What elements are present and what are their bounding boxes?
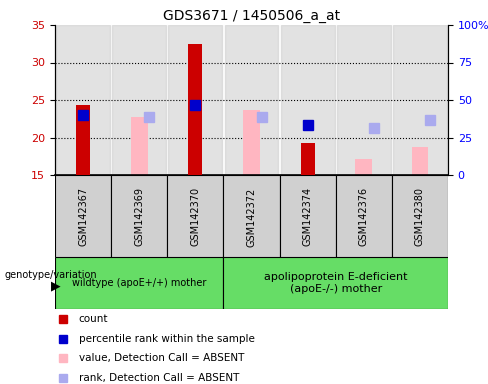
Bar	[224, 257, 448, 309]
Bar	[393, 25, 447, 175]
Bar	[56, 25, 110, 175]
Bar	[411, 147, 428, 175]
Text: GSM142369: GSM142369	[134, 187, 144, 246]
Text: genotype/variation: genotype/variation	[5, 270, 98, 280]
Bar	[281, 25, 335, 175]
Bar	[76, 105, 90, 175]
Text: rank, Detection Call = ABSENT: rank, Detection Call = ABSENT	[79, 373, 239, 383]
Bar	[131, 117, 148, 175]
Text: GSM142374: GSM142374	[303, 187, 313, 247]
Bar	[337, 25, 391, 175]
Text: GSM142376: GSM142376	[359, 187, 369, 247]
Bar	[280, 175, 336, 257]
Text: percentile rank within the sample: percentile rank within the sample	[79, 334, 254, 344]
Bar	[301, 143, 315, 175]
Bar	[224, 175, 280, 257]
Text: ▶: ▶	[51, 279, 61, 292]
Bar	[355, 159, 372, 175]
Bar	[243, 110, 260, 175]
Bar	[336, 175, 392, 257]
Bar	[392, 175, 448, 257]
Bar	[168, 25, 223, 175]
Title: GDS3671 / 1450506_a_at: GDS3671 / 1450506_a_at	[163, 8, 340, 23]
Text: count: count	[79, 314, 108, 324]
Text: apolipoprotein E-deficient
(apoE-/-) mother: apolipoprotein E-deficient (apoE-/-) mot…	[264, 272, 407, 294]
Text: value, Detection Call = ABSENT: value, Detection Call = ABSENT	[79, 353, 244, 363]
Bar	[188, 44, 203, 175]
Text: wildtype (apoE+/+) mother: wildtype (apoE+/+) mother	[72, 278, 206, 288]
Text: GSM142372: GSM142372	[246, 187, 257, 247]
Bar	[55, 257, 224, 309]
Bar	[224, 25, 279, 175]
Text: GSM142370: GSM142370	[190, 187, 201, 247]
Bar	[111, 175, 167, 257]
Bar	[167, 175, 224, 257]
Bar	[112, 25, 166, 175]
Bar	[55, 175, 111, 257]
Text: GSM142367: GSM142367	[78, 187, 88, 247]
Text: GSM142380: GSM142380	[415, 187, 425, 246]
